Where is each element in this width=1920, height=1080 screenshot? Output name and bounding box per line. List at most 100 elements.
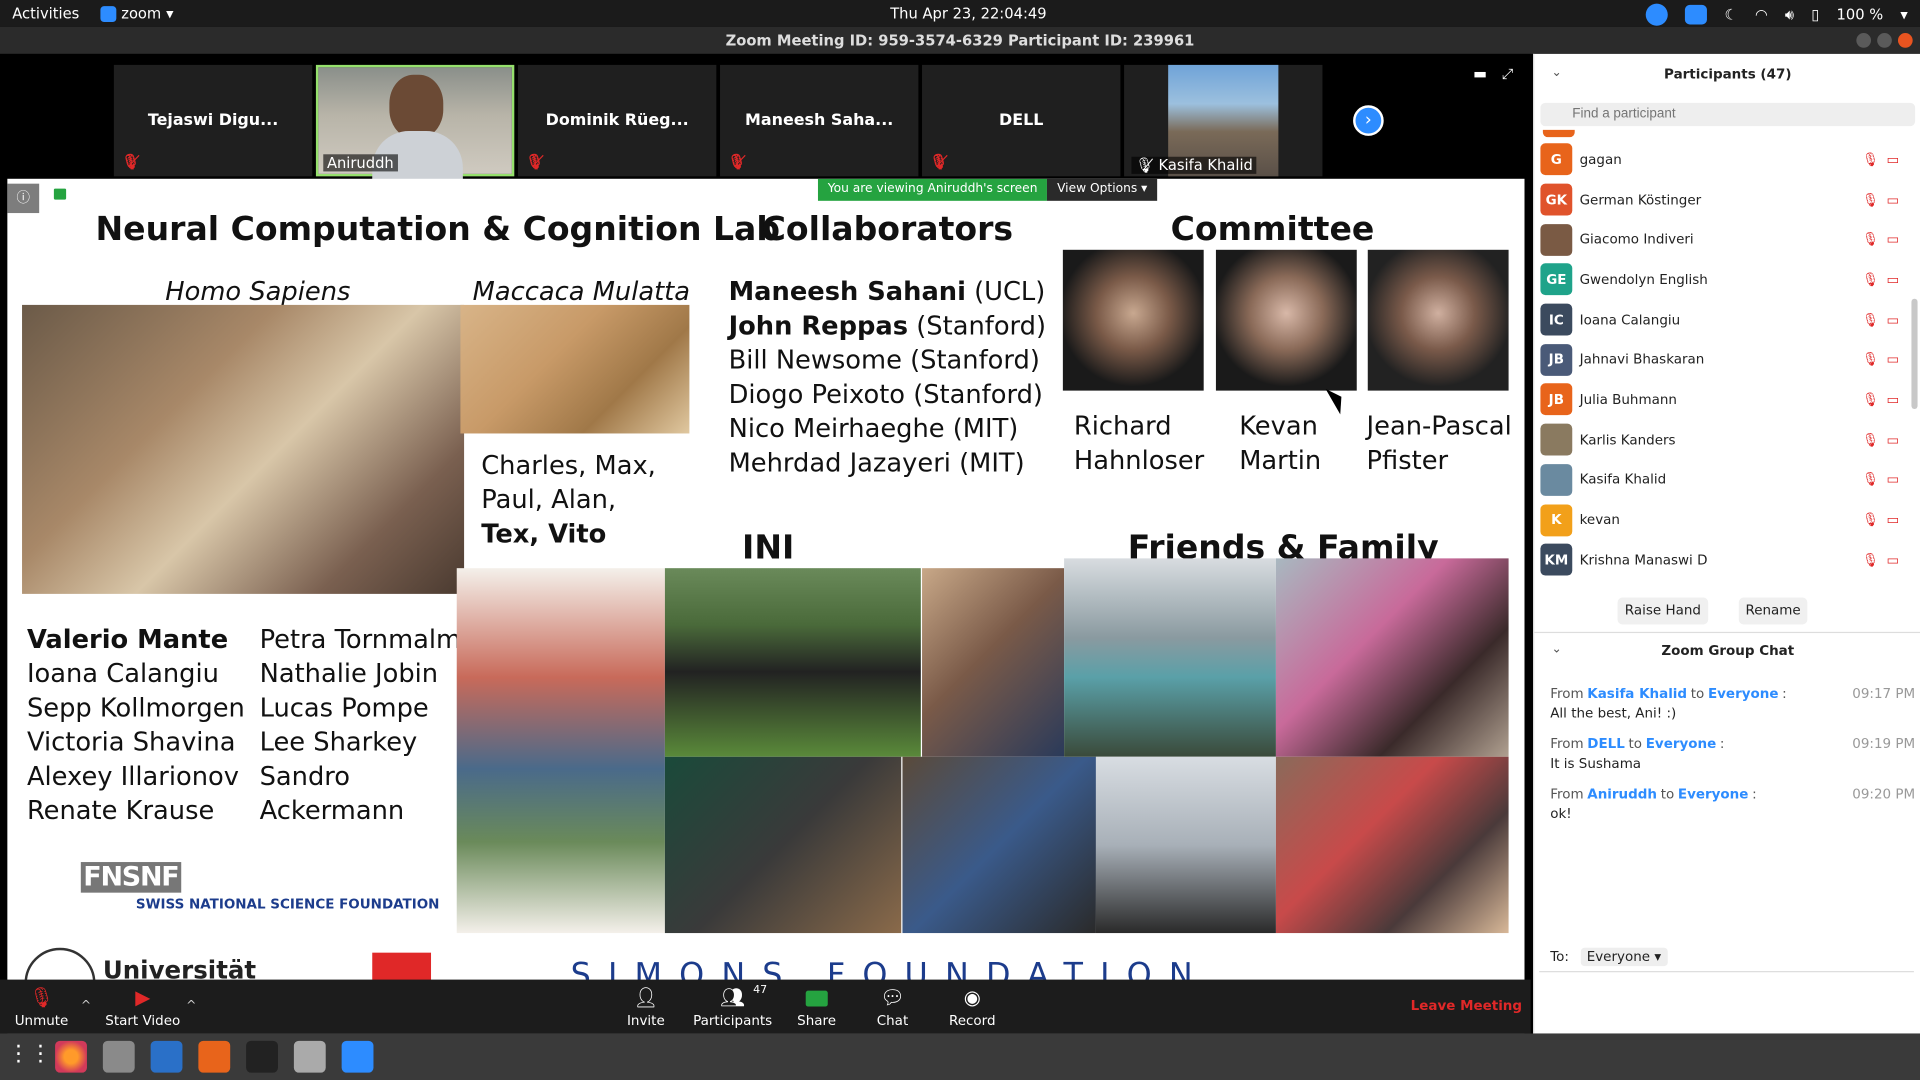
participant-row[interactable]: K kevan 🎙︎ ▭ xyxy=(1534,500,1901,540)
share-button[interactable]: Share xyxy=(797,987,836,1029)
side-panel: ⌄ Participants (47) 🔍︎ G gagan 🎙︎▭ GK Ge… xyxy=(1533,53,1920,1034)
muted-mic-icon: 🎙︎ xyxy=(1862,431,1880,448)
next-page-button[interactable]: › xyxy=(1353,105,1384,136)
start-video-button[interactable]: ▶︎ Start Video xyxy=(105,985,181,1029)
minimize-button[interactable] xyxy=(1856,33,1872,48)
participant-row[interactable]: JB Julia Buhmann 🎙︎ ▭ xyxy=(1534,380,1901,420)
chevron-down-icon[interactable]: ⌄ xyxy=(1551,66,1562,80)
chat-message: From Kasifa Khalid to Everyone:09:17 PM All… xyxy=(1550,685,1916,722)
participant-row[interactable]: KM Krishna Manaswi D 🎙︎ ▭ xyxy=(1534,540,1901,580)
participants-button[interactable]: 👥︎ Participants xyxy=(693,985,773,1029)
recipient-select[interactable]: Everyone ▾ xyxy=(1580,947,1668,967)
maximize-button[interactable] xyxy=(1877,33,1892,48)
chat-input[interactable] xyxy=(1539,971,1914,1008)
avatar xyxy=(1540,463,1573,496)
participants-list: G gagan 🎙︎ ▭ GK German Köstinger 🎙︎ ▭ Giac… xyxy=(1534,129,1901,588)
raise-hand-button[interactable]: Raise Hand xyxy=(1617,597,1709,625)
participant-status-icons: 🎙︎ ▭ xyxy=(1862,552,1899,568)
camera-icon[interactable] xyxy=(293,1040,326,1073)
muted-mic-icon: 🎙︎ xyxy=(1862,151,1880,168)
apps-grid-icon[interactable]: ⋮⋮ xyxy=(7,1040,52,1067)
muted-mic-icon: 🎙︎ xyxy=(1862,471,1880,488)
audio-options-caret[interactable]: ^ xyxy=(80,999,92,1013)
battery-label: 100 % xyxy=(1836,6,1884,24)
writer-icon[interactable] xyxy=(150,1040,183,1073)
unmute-button[interactable]: 🎙︎ Unmute xyxy=(14,985,69,1029)
committee-member: Kevan Martin xyxy=(1239,411,1322,476)
participant-tile[interactable]: 🎙︎̸ Kasifa Khalid xyxy=(1124,64,1323,177)
video-off-icon: ▶︎ xyxy=(135,985,151,1009)
participant-row[interactable]: Giacomo Indiveri 🎙︎ ▭ xyxy=(1534,220,1901,260)
chat-title: Zoom Group Chat xyxy=(1661,642,1795,659)
participant-tile[interactable]: DELL 🎙︎̸ xyxy=(922,64,1121,177)
muted-mic-icon: 🎙︎ xyxy=(1862,511,1880,528)
participant-row[interactable]: G gagan 🎙︎ ▭ xyxy=(1534,140,1901,180)
participant-status-icons: 🎙︎ ▭ xyxy=(1862,232,1899,248)
lab-group-photo xyxy=(22,304,465,594)
chat-button[interactable]: 💬︎ Chat xyxy=(876,985,909,1029)
activities-button[interactable]: Activities xyxy=(12,4,80,23)
participant-name: Karlis Kanders xyxy=(1579,431,1676,448)
view-options-button[interactable]: View Options ▾ xyxy=(1047,178,1158,201)
snf-logo: FNSNF xyxy=(80,862,181,893)
system-top-bar: Activities zoom ▾ Thu Apr 23, 22:04:49 ☾… xyxy=(0,0,1920,27)
zoom-tray-icon[interactable] xyxy=(1685,4,1708,25)
record-icon: ◉ xyxy=(963,985,981,1009)
muted-mic-icon: 🎙︎ xyxy=(1862,351,1880,368)
avatar: GK xyxy=(1540,183,1573,216)
night-light-icon: ☾ xyxy=(1724,6,1738,24)
video-off-icon: ▭ xyxy=(1886,311,1900,328)
battery-icon: ▯ xyxy=(1811,6,1820,24)
participant-tile[interactable]: Tejaswi Digu... 🎙︎̸ xyxy=(113,64,313,177)
muted-mic-icon: 🎙︎ xyxy=(1862,551,1880,568)
close-button[interactable] xyxy=(1897,33,1913,48)
fullscreen-icon[interactable]: ⤢ xyxy=(1501,64,1514,83)
files-icon[interactable] xyxy=(102,1040,135,1073)
video-options-caret[interactable]: ^ xyxy=(186,999,197,1013)
chat-icon: 💬︎ xyxy=(880,985,905,1009)
participant-row[interactable]: Kasifa Khalid 🎙︎ ▭ xyxy=(1534,460,1901,500)
committee-member: Jean-Pascal Pfister xyxy=(1366,411,1512,476)
muted-mic-icon: 🎙︎̸ xyxy=(121,153,140,171)
participant-name: DELL xyxy=(999,111,1044,130)
record-button[interactable]: ◉ Record xyxy=(948,985,996,1029)
video-off-icon: ▭ xyxy=(1886,271,1900,288)
zoom-taskbar-icon[interactable] xyxy=(341,1040,374,1073)
participant-tile[interactable]: Aniruddh xyxy=(315,64,515,181)
clock[interactable]: Thu Apr 23, 22:04:49 xyxy=(890,4,1047,23)
firefox-icon[interactable] xyxy=(55,1040,87,1073)
view-controls: ▬ ⤢ xyxy=(1473,65,1513,83)
app-menu[interactable]: zoom ▾ xyxy=(100,5,174,22)
layout-icon[interactable]: ▬ xyxy=(1473,64,1487,83)
chevron-down-icon[interactable]: ⌄ xyxy=(1551,642,1562,657)
participant-tile[interactable]: Dominik Rüeg... 🎙︎̸ xyxy=(517,64,717,177)
avatar xyxy=(1540,223,1573,256)
rename-button[interactable]: Rename xyxy=(1738,597,1808,625)
info-icon[interactable]: ⓘ xyxy=(7,183,40,214)
lock-icon[interactable] xyxy=(53,188,67,200)
participant-row[interactable]: JB Jahnavi Bhaskaran 🎙︎ ▭ xyxy=(1534,340,1901,380)
invite-button[interactable]: 👤︎ Invite xyxy=(626,985,665,1029)
participants-scrollbar[interactable] xyxy=(1911,298,1918,409)
participant-row[interactable]: GE Gwendolyn English 🎙︎ ▭ xyxy=(1534,260,1901,300)
leave-meeting-button[interactable]: Leave Meeting xyxy=(1410,997,1523,1014)
participant-status-icons: 🎙︎ ▭ xyxy=(1862,432,1899,448)
teamviewer-icon[interactable] xyxy=(1646,3,1669,26)
software-center-icon[interactable] xyxy=(198,1040,231,1073)
ini-title: INI xyxy=(742,528,795,567)
avatar: K xyxy=(1540,503,1573,536)
participant-search-input[interactable] xyxy=(1540,102,1916,127)
participant-row[interactable]: GK German Köstinger 🎙︎ ▭ xyxy=(1534,180,1901,220)
avatar: JB xyxy=(1540,383,1573,416)
participant-name: Tejaswi Digu... xyxy=(147,111,279,130)
app-icon[interactable] xyxy=(246,1040,278,1073)
video-off-icon: ▭ xyxy=(1886,431,1900,448)
ini-drawing xyxy=(456,568,665,934)
system-tray[interactable]: ☾ ◠ 🔊︎ ▯ 100 % ▾ xyxy=(1646,3,1908,26)
ini-selfie-photo xyxy=(922,568,1065,757)
participant-row[interactable]: Karlis Kanders 🎙︎ ▭ xyxy=(1534,420,1901,460)
participant-tile[interactable]: Maneesh Saha... 🎙︎̸ xyxy=(720,64,919,177)
viewing-label: You are viewing Aniruddh's screen xyxy=(817,178,1048,201)
window-controls xyxy=(1856,33,1913,48)
participant-row[interactable]: IC Ioana Calangiu 🎙︎ ▭ xyxy=(1534,300,1901,340)
